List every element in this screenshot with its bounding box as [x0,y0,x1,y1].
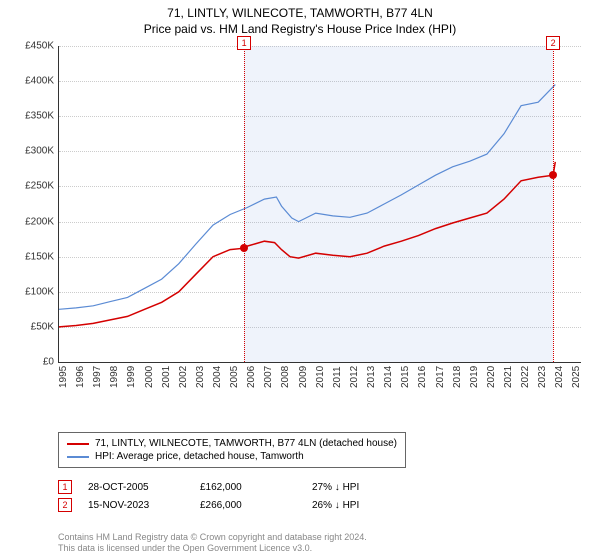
y-tick-label: £300K [10,146,54,157]
series-price_paid [59,162,555,327]
event-dot [549,171,557,179]
attribution-line-1: Contains HM Land Registry data © Crown c… [58,532,367,543]
event-id-box: 2 [58,498,72,512]
y-tick-label: £450K [10,41,54,52]
event-price: £266,000 [200,500,296,511]
y-tick-label: £100K [10,286,54,297]
series-hpi [59,85,555,310]
legend-swatch [67,456,89,458]
event-row: 1 28-OCT-2005 £162,000 27% ↓ HPI [58,478,408,496]
plot-area: 12 [58,46,581,363]
x-tick-label: 2025 [571,366,591,388]
legend-item: HPI: Average price, detached house, Tamw… [67,450,397,463]
event-date: 15-NOV-2023 [88,500,184,511]
event-id-box: 1 [58,480,72,494]
y-tick-label: £200K [10,216,54,227]
attribution: Contains HM Land Registry data © Crown c… [58,532,367,555]
chart-subtitle: Price paid vs. HM Land Registry's House … [0,22,600,36]
y-tick-label: £0 [10,357,54,368]
y-tick-label: £250K [10,181,54,192]
legend-label: 71, LINTLY, WILNECOTE, TAMWORTH, B77 4LN… [95,438,397,449]
event-price: £162,000 [200,482,296,493]
y-tick-label: £400K [10,76,54,87]
event-dot [240,244,248,252]
arrow-down-icon: ↓ [335,500,340,511]
arrow-down-icon: ↓ [335,482,340,493]
attribution-line-2: This data is licensed under the Open Gov… [58,543,367,554]
event-vline [553,46,554,362]
legend: 71, LINTLY, WILNECOTE, TAMWORTH, B77 4LN… [58,432,406,468]
event-diff: 26% ↓ HPI [312,500,408,511]
event-diff: 27% ↓ HPI [312,482,408,493]
legend-item: 71, LINTLY, WILNECOTE, TAMWORTH, B77 4LN… [67,437,397,450]
event-row: 2 15-NOV-2023 £266,000 26% ↓ HPI [58,496,408,514]
legend-swatch [67,443,89,445]
chart-title: 71, LINTLY, WILNECOTE, TAMWORTH, B77 4LN [0,6,600,20]
event-marker-box: 2 [546,36,560,50]
y-tick-label: £150K [10,251,54,262]
legend-label: HPI: Average price, detached house, Tamw… [95,451,304,462]
chart-area: £0 £50K £100K £150K £200K £250K £300K £350K £400… [10,46,590,390]
event-vline [244,46,245,362]
event-table: 1 28-OCT-2005 £162,000 27% ↓ HPI 2 15-NOV-202… [58,478,408,514]
chart-header: 71, LINTLY, WILNECOTE, TAMWORTH, B77 4LN… [0,0,600,36]
y-tick-label: £50K [10,321,54,332]
y-tick-label: £350K [10,111,54,122]
event-date: 28-OCT-2005 [88,482,184,493]
event-marker-box: 1 [237,36,251,50]
line-series [59,46,581,362]
